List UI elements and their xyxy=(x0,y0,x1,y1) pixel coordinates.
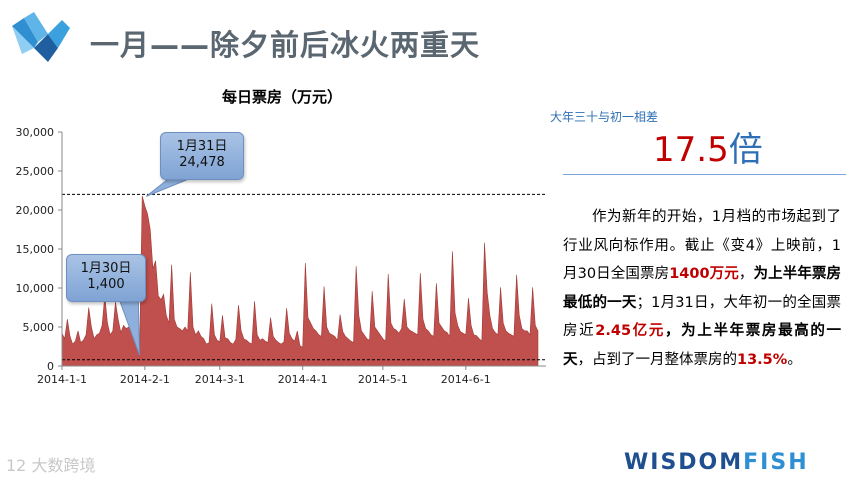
paragraph-segment-8: 13.5% xyxy=(737,351,788,368)
paragraph-segment-0: 作为新年的开始，1月档的市场起到了行业风向标作用。截止《变4》上映前，1月30日… xyxy=(563,209,841,282)
brand-text-1: WISDOM xyxy=(624,450,744,475)
paragraph-segment-5: 2.45亿元 xyxy=(595,323,666,339)
y-tick-label-5: 25,000 xyxy=(16,165,55,178)
ratio-display: 17.5倍 xyxy=(653,130,763,170)
ratio-divider xyxy=(563,174,846,175)
y-tick-label-1: 5,000 xyxy=(23,321,55,334)
y-tick-label-3: 15,000 xyxy=(16,243,55,256)
callout-jan30: 1月30日 1,400 xyxy=(66,254,146,302)
box-office-area xyxy=(61,195,539,367)
x-tick-label-3: 2014-4-1 xyxy=(278,373,328,386)
paragraph-segment-1: 1400万元 xyxy=(669,266,739,282)
y-tick-label-4: 20,000 xyxy=(16,204,55,217)
ratio-unit: 倍 xyxy=(728,130,763,170)
x-tick-label-5: 2014-6-1 xyxy=(441,373,491,386)
difference-label: 大年三十与初一相差 xyxy=(550,110,659,124)
callout-jan30-date: 1月30日 xyxy=(80,261,132,276)
x-tick-label-1: 2014-2-1 xyxy=(120,373,170,386)
paragraph-segment-9: 。 xyxy=(787,351,802,368)
paragraph-segment-2: ， xyxy=(738,266,754,282)
callout-jan31-date: 1月31日 xyxy=(176,139,228,154)
x-tick-label-0: 2014-1-1 xyxy=(37,373,87,386)
y-tick-label-2: 10,000 xyxy=(16,282,55,295)
logo-mark xyxy=(12,12,70,62)
brand-text-2: FISH xyxy=(743,450,809,475)
callout-jan31-value: 24,478 xyxy=(179,155,225,170)
paragraph-segment-6: ，为上半年票房最高的一天 xyxy=(563,323,842,368)
ratio-value: 17.5 xyxy=(653,130,729,170)
x-tick-label-4: 2014-5-1 xyxy=(358,373,408,386)
brand-logo: WISDOMFISH xyxy=(624,450,809,475)
watermark-text: 大数跨境 xyxy=(31,456,96,475)
slide-title: 一月——除夕前后冰火两重天 xyxy=(90,28,481,62)
x-tick-label-2: 2014-3-1 xyxy=(195,373,245,386)
paragraph-segment-7: ，占到了一月整体票房的 xyxy=(577,351,738,368)
daily-box-office-chart: 0 5,000 10,000 15,000 20,000 25,000 30,000 2014… xyxy=(16,126,546,386)
callout-jan30-value: 1,400 xyxy=(87,277,125,292)
summary-paragraph: 作为新年的开始，1月档的市场起到了行业风向标作用。截止《变4》上映前，1月30日… xyxy=(563,203,841,374)
chart-title: 每日票房（万元） xyxy=(222,88,343,106)
page-number: 12 xyxy=(6,456,27,475)
callout-jan31: 1月31日 24,478 xyxy=(160,132,244,180)
paragraph-segment-4: ；1月31日，大年初一的全国票房近 xyxy=(563,294,841,340)
y-tick-label-6: 30,000 xyxy=(16,126,55,139)
watermark: 12 大数跨境 xyxy=(6,452,95,476)
paragraph-segment-3: 为上半年票房最低的一天 xyxy=(563,266,842,311)
y-tick-label-0: 0 xyxy=(47,360,54,373)
